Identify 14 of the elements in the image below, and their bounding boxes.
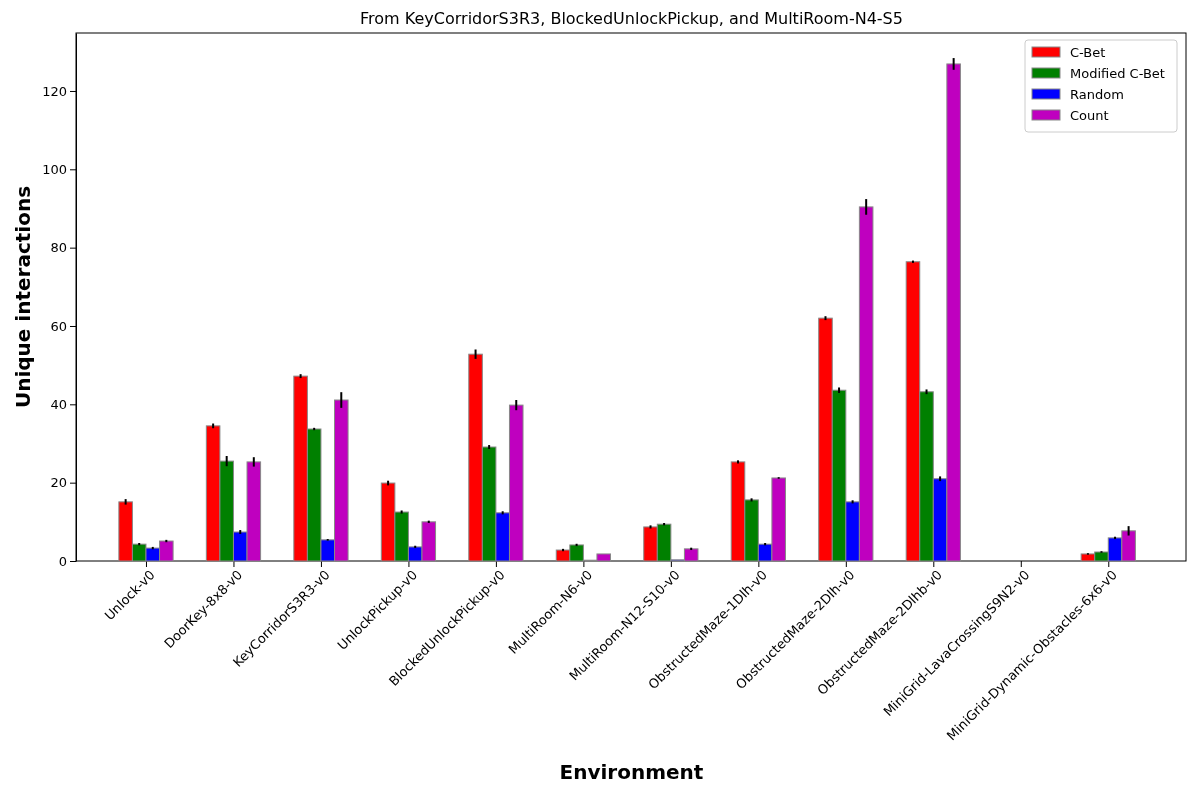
y-tick-label: 80 bbox=[50, 240, 67, 256]
legend-label: Count bbox=[1070, 108, 1109, 123]
y-tick-label: 0 bbox=[58, 553, 67, 569]
x-axis-title: Environment bbox=[559, 760, 704, 784]
legend-label: Random bbox=[1070, 87, 1124, 102]
y-tick-label: 20 bbox=[50, 475, 67, 491]
y-tick-label: 40 bbox=[50, 396, 67, 412]
legend-label: Modified C-Bet bbox=[1070, 66, 1165, 81]
y-tick-label: 120 bbox=[42, 83, 67, 99]
y-axis-title: Unique interactions bbox=[11, 185, 35, 409]
legend-label: C-Bet bbox=[1070, 45, 1106, 60]
y-tick-label: 60 bbox=[50, 318, 67, 334]
y-tick-label: 100 bbox=[42, 161, 67, 177]
chart-title: From KeyCorridorS3R3, BlockedUnlockPickup, and MultiRoom-N4-S5 bbox=[360, 9, 903, 28]
